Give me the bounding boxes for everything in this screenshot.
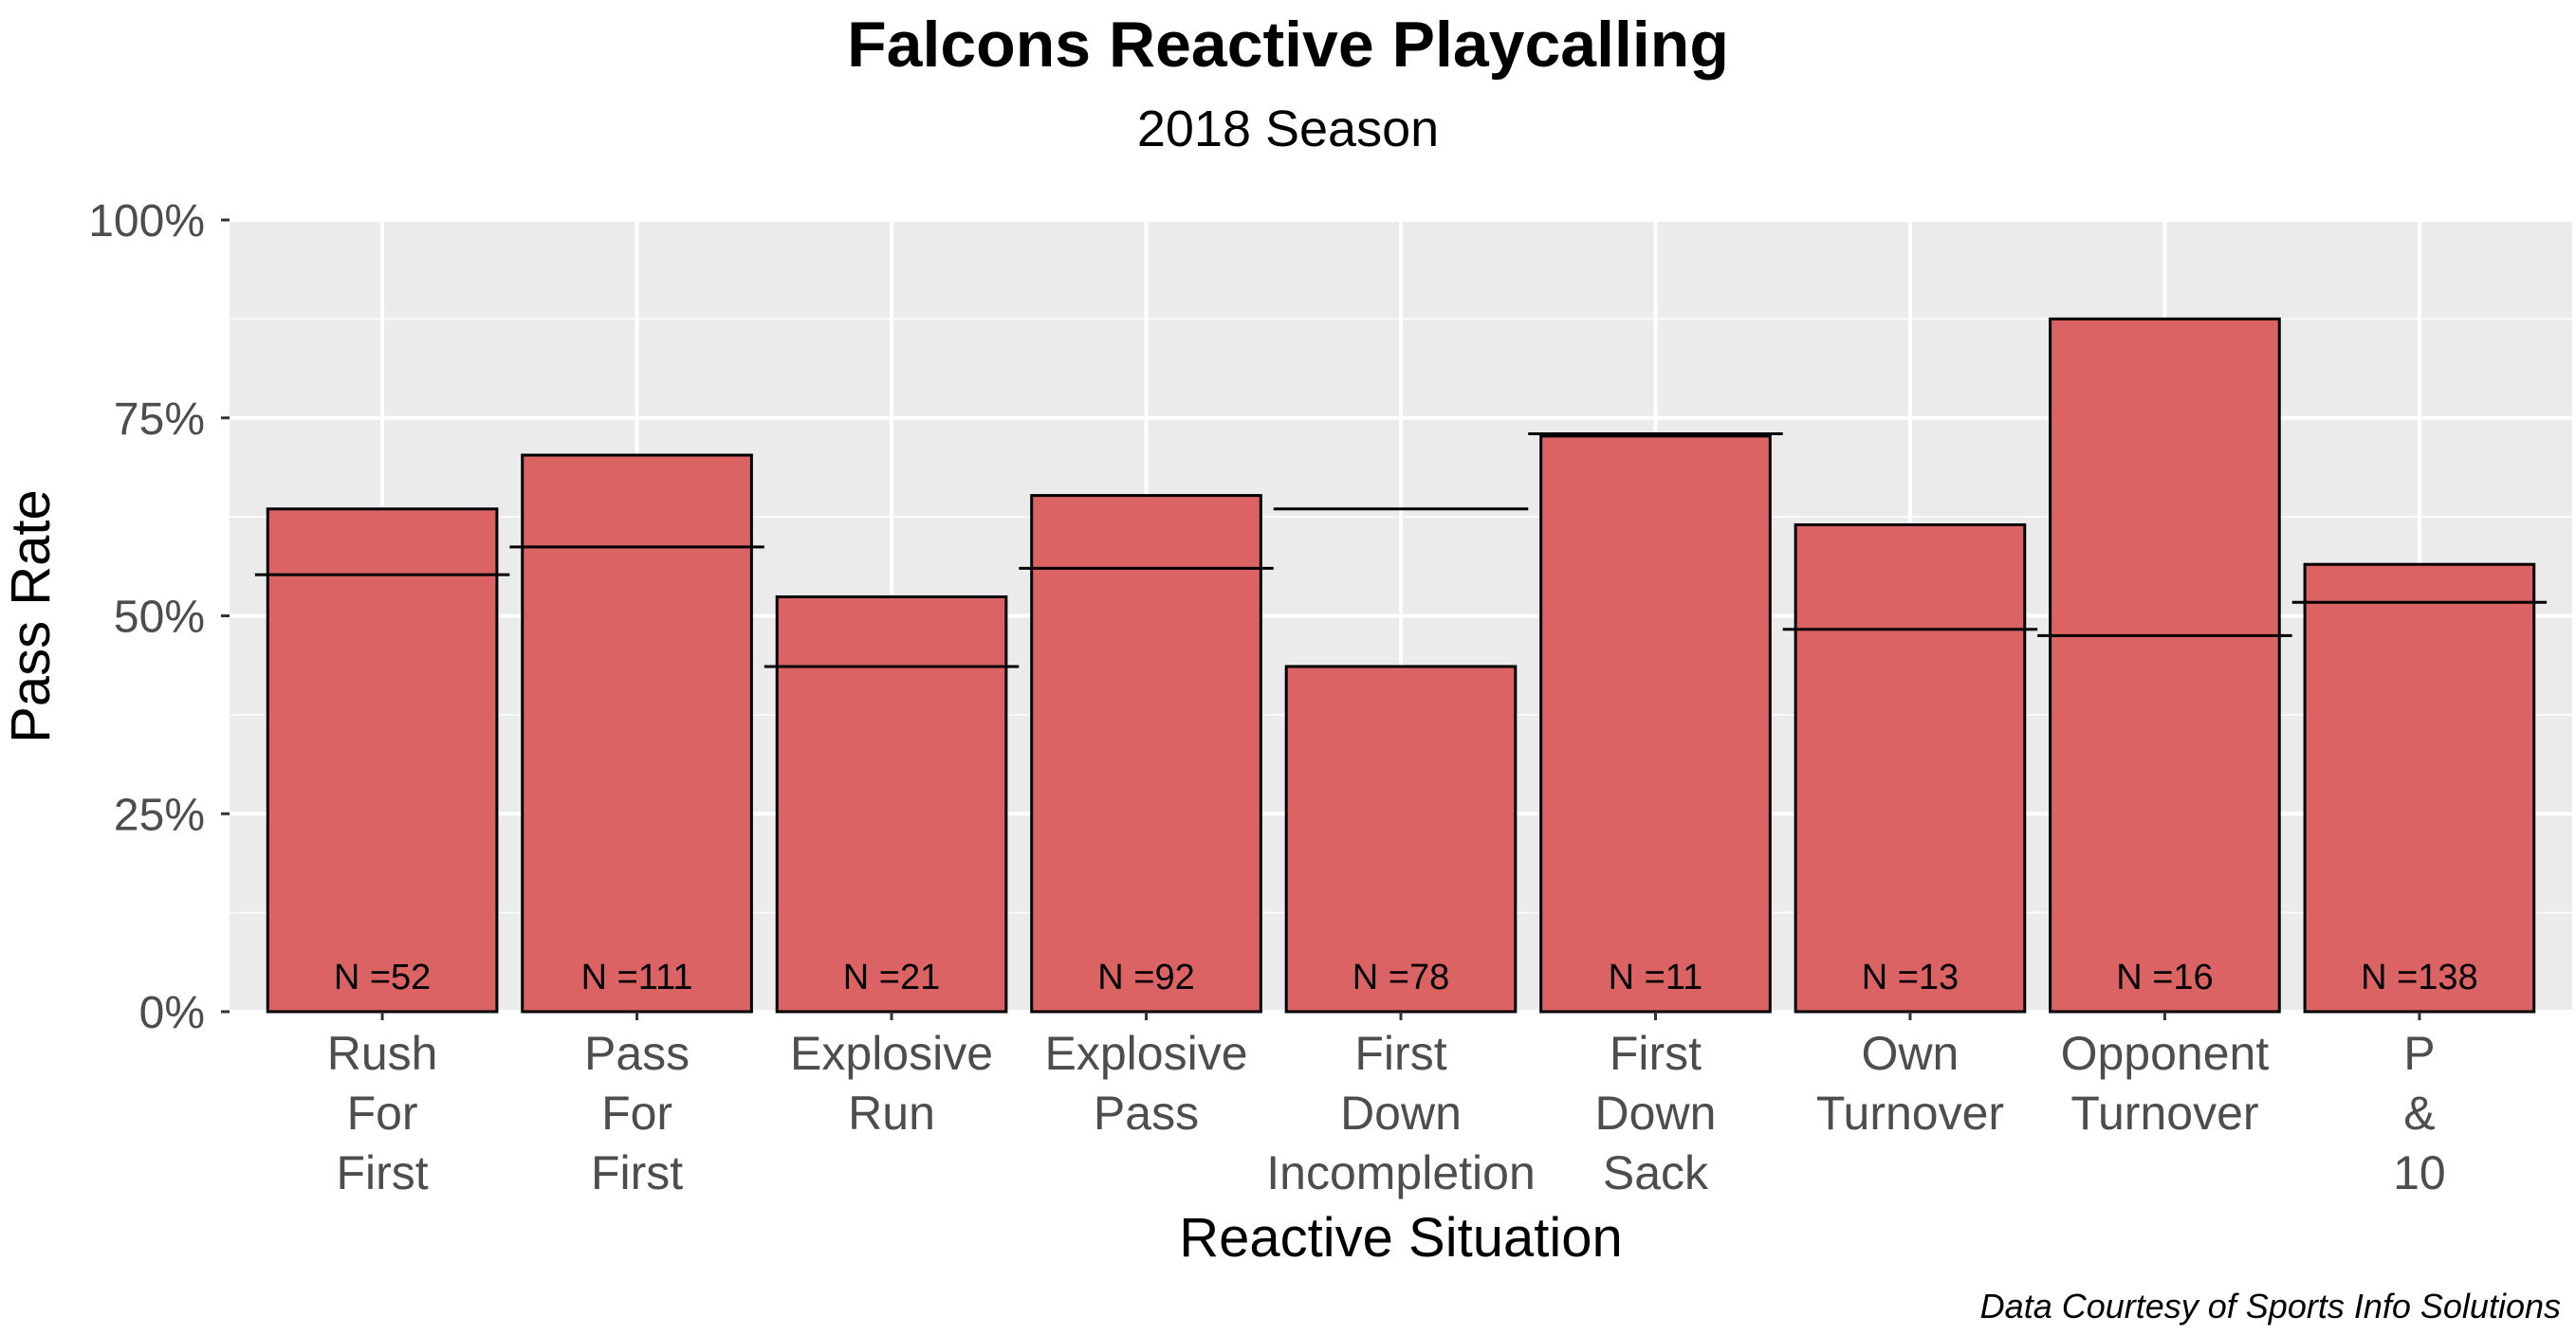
x-tick-label: Rush (327, 1027, 438, 1080)
chart-title: Falcons Reactive Playcalling (847, 9, 1729, 81)
chart-subtitle: 2018 Season (1137, 101, 1439, 157)
n-label: N =21 (843, 958, 940, 997)
n-label: N =11 (1609, 958, 1703, 997)
x-tick-label: First (1354, 1027, 1446, 1080)
bar (1030, 494, 1262, 1014)
x-tick-label: Opponent (2061, 1027, 2270, 1080)
n-label: N =13 (1862, 958, 1959, 997)
y-axis-title: Pass Rate (0, 489, 62, 743)
bar (775, 594, 1008, 1014)
bar (2303, 562, 2536, 1014)
x-tick-label: 10 (2393, 1146, 2446, 1199)
reference-lines (254, 431, 2548, 668)
x-tick-label: Own (1862, 1027, 1960, 1080)
x-tick-label: First (591, 1146, 683, 1199)
n-label: N =92 (1097, 958, 1194, 997)
caption: Data Courtesy of Sports Info Solutions (1980, 1287, 2561, 1326)
y-tick-label: 0% (139, 988, 205, 1038)
y-tick-label: 75% (114, 394, 205, 445)
x-tick-label: First (336, 1146, 428, 1199)
x-tick-label: Pass (584, 1027, 690, 1080)
x-axis: Rush For First Pass For First Explosive Run Expl… (327, 1012, 2446, 1199)
x-tick-label: Explosive (1045, 1027, 1248, 1080)
n-labels: N =52 N =111 N =21 N =92 N =78 N =11 N =13 N =1… (334, 958, 2478, 997)
x-tick-label: Down (1340, 1087, 1462, 1140)
x-tick-label: Turnover (2070, 1087, 2258, 1140)
bar (521, 453, 753, 1014)
x-tick-label: Incompletion (1266, 1146, 1536, 1199)
x-tick-label: & (2403, 1087, 2435, 1140)
x-tick-label: Run (848, 1087, 935, 1140)
bars (266, 317, 2536, 1014)
x-axis-title: Reactive Situation (1179, 1207, 1622, 1269)
y-tick-label: 100% (88, 196, 205, 247)
n-label: N =138 (2361, 958, 2478, 997)
x-tick-label: P (2403, 1027, 2435, 1080)
y-tick-label: 25% (114, 790, 205, 840)
x-tick-label: Explosive (790, 1027, 993, 1080)
y-axis: 0% 25% 50% 75% 100% (88, 196, 230, 1038)
bar (2049, 317, 2281, 1014)
bar (1539, 434, 1772, 1014)
n-label: N =16 (2116, 958, 2213, 997)
bar (1284, 665, 1518, 1014)
y-tick-label: 50% (114, 593, 205, 643)
n-label: N =111 (581, 958, 693, 997)
x-tick-label: Pass (1094, 1087, 1199, 1140)
x-tick-label: Turnover (1816, 1087, 2004, 1140)
bar (266, 507, 499, 1014)
x-tick-label: For (347, 1087, 418, 1140)
n-label: N =78 (1352, 958, 1449, 997)
x-tick-label: First (1610, 1027, 1702, 1080)
x-tick-label: For (601, 1087, 672, 1140)
n-label: N =52 (334, 958, 431, 997)
x-tick-label: Sack (1603, 1146, 1709, 1199)
x-tick-label: Down (1595, 1087, 1717, 1140)
bar (1794, 522, 2027, 1014)
